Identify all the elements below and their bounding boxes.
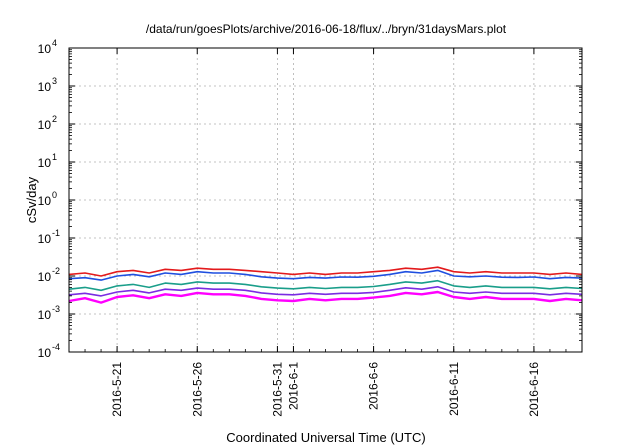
series-line (68, 279, 583, 292)
series-line (68, 269, 583, 281)
series-line (68, 285, 583, 297)
x-tick-label: 2016-5-26 (190, 362, 204, 417)
x-tick-label: 2016-6-6 (367, 362, 381, 410)
x-tick-label: 2016-5-21 (110, 362, 124, 417)
y-tick-exponent: 0 (52, 190, 57, 200)
y-tick-label: 10 (38, 80, 52, 94)
y-axis-label: cSv/day (24, 176, 39, 223)
y-tick-label: 10 (38, 270, 52, 284)
y-tick-label: 10 (38, 194, 52, 208)
y-tick-label: 10 (38, 232, 52, 246)
x-axis-label: Coordinated Universal Time (UTC) (226, 430, 425, 445)
y-tick-label: 10 (38, 308, 52, 322)
series-line (68, 290, 583, 304)
y-tick-exponent: 3 (52, 76, 57, 86)
x-tick-label: 2016-5-31 (270, 362, 284, 417)
y-tick-label: 10 (38, 118, 52, 132)
grid (69, 48, 582, 352)
y-tick-label: 10 (38, 156, 52, 170)
y-tick-label: 10 (38, 42, 52, 56)
y-tick-exponent: -2 (52, 266, 60, 276)
y-tick-exponent: -3 (52, 304, 60, 314)
x-tick-label: 2016-6-11 (447, 362, 461, 416)
x-axis: 2016-5-21 2016-5-26 2016-5-31 2016-6-1 2016-… (68, 48, 583, 417)
x-tick-label: 2016-6-1 (286, 362, 300, 410)
y-tick-exponent: 4 (52, 38, 57, 48)
y-tick-exponent: -4 (52, 342, 60, 352)
y-tick-exponent: -1 (52, 228, 60, 238)
x-tick-label: 2016-6-16 (527, 362, 541, 417)
y-tick-label: 10 (38, 346, 52, 360)
series-line (68, 266, 583, 277)
y-tick-exponent: 1 (52, 152, 57, 162)
series-layer (68, 266, 583, 304)
y-tick-exponent: 2 (52, 114, 57, 124)
chart-title: /data/run/goesPlots/archive/2016-06-18/f… (146, 22, 507, 36)
